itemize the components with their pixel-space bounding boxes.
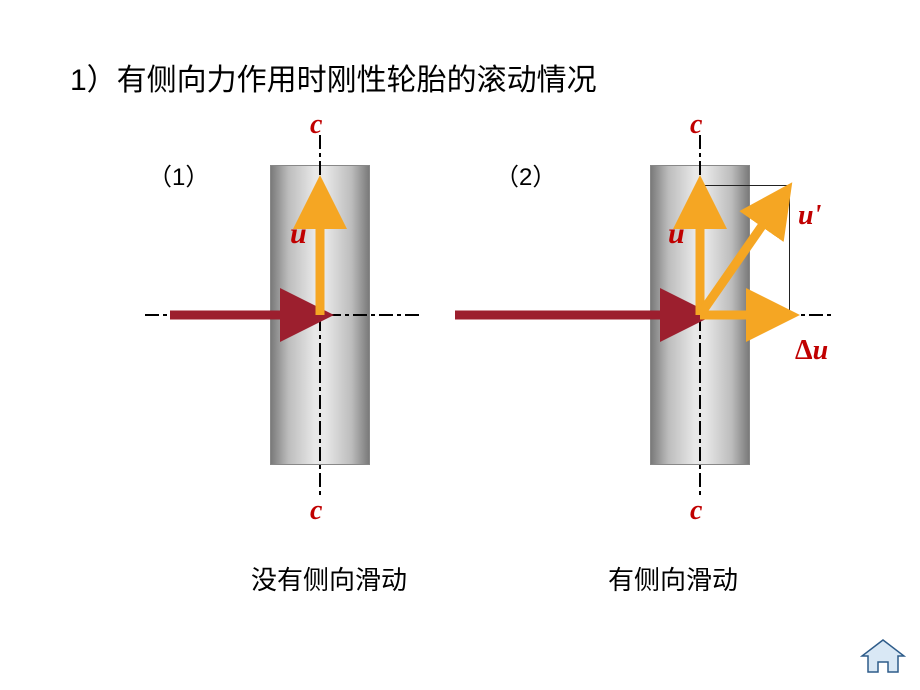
figure-2: （2） c c u u' Δu <box>500 115 840 545</box>
label-u: u <box>290 217 307 251</box>
label-c-top: c <box>310 109 322 141</box>
arrows-left <box>120 115 460 545</box>
label-c-top: c <box>690 109 702 141</box>
label-delta-u: Δu <box>795 335 828 367</box>
figure-1: （1） c c u <box>120 115 460 545</box>
arrows-right <box>460 115 840 545</box>
page-title: 1）有侧向力作用时刚性轮胎的滚动情况 <box>70 55 597 99</box>
caption-1: 没有侧向滑动 <box>251 560 407 597</box>
label-c-bottom: c <box>690 495 702 527</box>
home-icon[interactable] <box>860 638 906 676</box>
diagram-stage: （1） c c u （2） <box>0 115 920 545</box>
label-u-prime: u' <box>798 200 821 232</box>
caption-2: 有侧向滑动 <box>608 560 738 597</box>
u-prime-arrow <box>700 197 782 315</box>
label-u: u <box>668 217 685 251</box>
label-c-bottom: c <box>310 495 322 527</box>
